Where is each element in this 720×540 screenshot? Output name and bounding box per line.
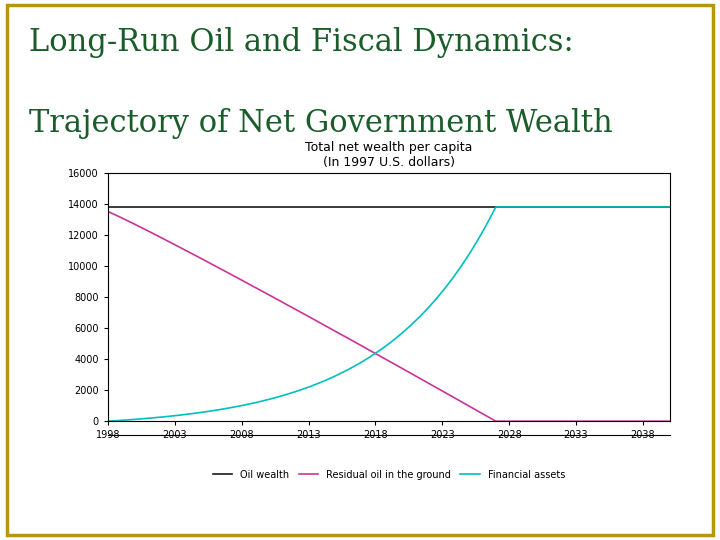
Residual oil in the ground — [104, 208, 112, 215]
Oil wealth — [526, 204, 535, 210]
Financial assets — [479, 228, 487, 234]
Line: Residual oil in the ground: Residual oil in the ground — [108, 212, 670, 421]
Residual oil in the ground — [435, 386, 444, 393]
Text: Trajectory of Net Government Wealth: Trajectory of Net Government Wealth — [29, 108, 613, 139]
Oil wealth — [665, 204, 674, 210]
Financial assets — [358, 359, 366, 365]
Financial assets — [104, 418, 112, 424]
Title: Total net wealth per capita
(In 1997 U.S. dollars): Total net wealth per capita (In 1997 U.S… — [305, 141, 472, 169]
Oil wealth — [104, 204, 112, 210]
Residual oil in the ground — [248, 282, 257, 289]
Financial assets — [665, 204, 674, 210]
Text: Long-Run Oil and Fiscal Dynamics:: Long-Run Oil and Fiscal Dynamics: — [29, 27, 574, 58]
Oil wealth — [479, 204, 487, 210]
Oil wealth — [203, 204, 212, 210]
Residual oil in the ground — [479, 411, 487, 417]
Residual oil in the ground — [203, 259, 212, 265]
Residual oil in the ground — [528, 418, 536, 424]
Financial assets — [248, 400, 257, 407]
Residual oil in the ground — [492, 418, 500, 424]
Legend: Oil wealth, Residual oil in the ground, Financial assets: Oil wealth, Residual oil in the ground, … — [209, 466, 569, 484]
Financial assets — [492, 204, 500, 210]
Financial assets — [435, 292, 444, 299]
Residual oil in the ground — [358, 343, 366, 349]
Oil wealth — [248, 204, 257, 210]
Oil wealth — [358, 204, 366, 210]
Financial assets — [528, 204, 536, 210]
Oil wealth — [435, 204, 444, 210]
Residual oil in the ground — [665, 418, 674, 424]
Financial assets — [203, 408, 212, 415]
Line: Financial assets: Financial assets — [108, 207, 670, 421]
